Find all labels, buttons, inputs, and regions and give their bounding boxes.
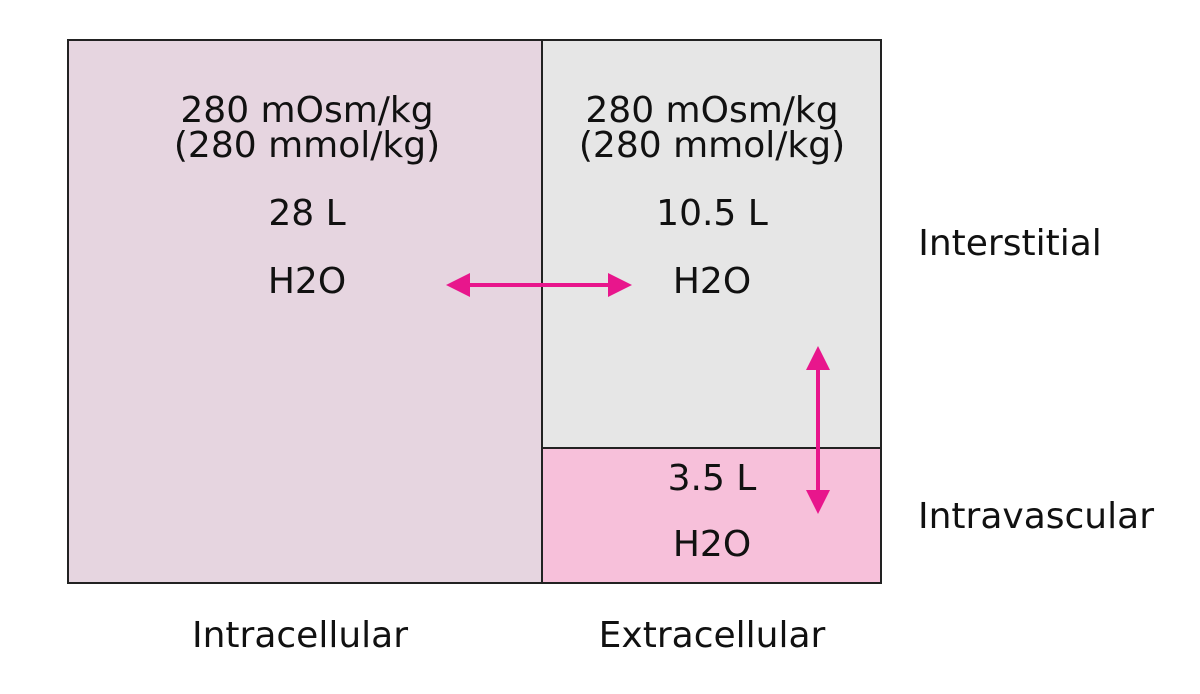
osmolality: 280 mOsm/kg — [585, 90, 838, 131]
substance: H2O — [268, 261, 346, 302]
compartment-label: Interstitial — [918, 223, 1102, 264]
osmolality: 280 mOsm/kg — [180, 90, 433, 131]
volume: 28 L — [268, 193, 345, 234]
volume: 10.5 L — [656, 193, 768, 234]
intracellular-box — [67, 39, 543, 584]
compartment-label: Extracellular — [599, 615, 826, 656]
osmolality-si: (280 mmol/kg) — [174, 125, 440, 166]
substance: H2O — [673, 261, 751, 302]
osmolality-si: (280 mmol/kg) — [579, 125, 845, 166]
substance: H2O — [673, 524, 751, 565]
volume: 3.5 L — [668, 458, 757, 499]
compartment-label: Intracellular — [192, 615, 408, 656]
compartment-label: Intravascular — [918, 496, 1154, 537]
